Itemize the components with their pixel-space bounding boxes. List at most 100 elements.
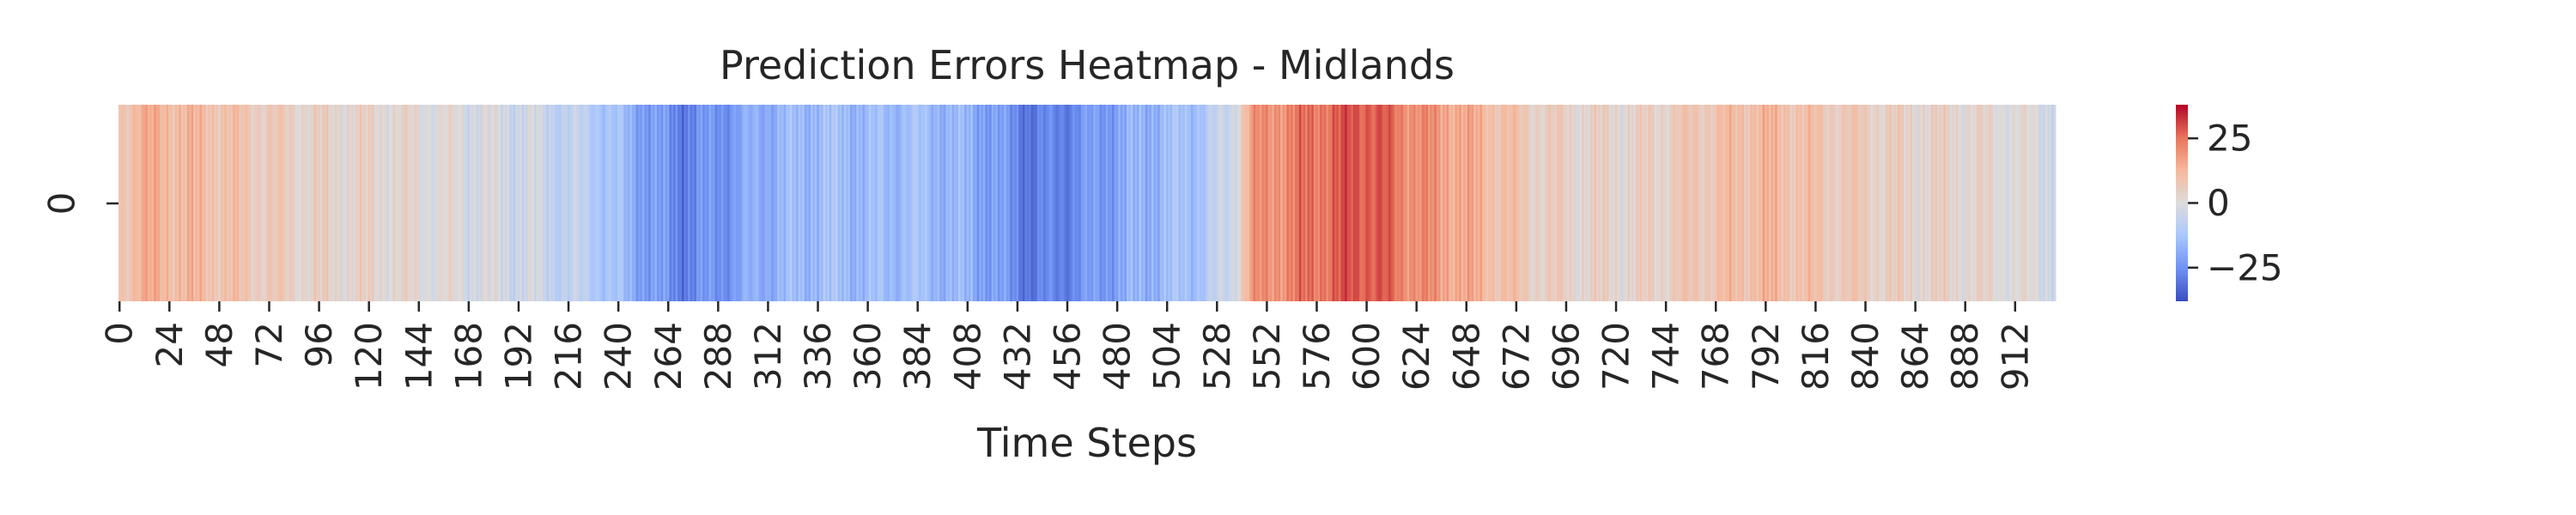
heatmap-cell <box>1305 105 1309 301</box>
heatmap-cell <box>1029 105 1032 301</box>
heatmap-cell <box>445 105 448 301</box>
x-tick-label: 264 <box>647 322 690 391</box>
heatmap-cell <box>1450 105 1454 301</box>
heatmap-cell <box>1704 105 1707 301</box>
heatmap-cell <box>268 105 271 301</box>
heatmap-cell <box>719 105 722 301</box>
heatmap-cell <box>586 105 589 301</box>
heatmap-cell <box>1683 105 1686 301</box>
heatmap-cell <box>492 105 495 301</box>
heatmap-cell <box>1228 105 1231 301</box>
heatmap-cell <box>1945 105 1948 301</box>
heatmap-cell <box>865 105 868 301</box>
heatmap-cell <box>1140 105 1144 301</box>
heatmap-cell <box>1837 105 1840 301</box>
heatmap-cell <box>174 105 178 301</box>
heatmap-cell <box>401 105 404 301</box>
heatmap-cell <box>1662 105 1666 301</box>
heatmap-cell <box>1604 105 1607 301</box>
heatmap-cell <box>1671 105 1674 301</box>
x-tick-label: 864 <box>1894 322 1936 391</box>
heatmap-cell <box>1097 105 1101 301</box>
heatmap-cell <box>1534 105 1537 301</box>
heatmap-cell <box>349 105 352 301</box>
heatmap-cell <box>1546 105 1549 301</box>
heatmap-cell <box>1889 105 1893 301</box>
heatmap-cell <box>1550 105 1553 301</box>
heatmap-cell <box>708 105 712 301</box>
heatmap-cell <box>467 105 471 301</box>
heatmap-cell <box>1880 105 1884 301</box>
heatmap-cell <box>1999 105 2002 301</box>
heatmap-cell <box>943 105 946 301</box>
heatmap-cell <box>1731 105 1735 301</box>
heatmap-cell <box>1642 105 1645 301</box>
heatmap-cell <box>264 105 267 301</box>
heatmap-cell <box>1995 105 1998 301</box>
heatmap-cell <box>1332 105 1335 301</box>
heatmap-cell <box>1733 105 1736 301</box>
heatmap-cell <box>1722 105 1726 301</box>
heatmap-cell <box>461 105 465 301</box>
heatmap-cell <box>717 105 720 301</box>
heatmap-cell <box>1126 105 1130 301</box>
heatmap-cell <box>920 105 924 301</box>
heatmap-cell <box>640 105 643 301</box>
heatmap-cell <box>1251 105 1255 301</box>
heatmap-cell <box>903 105 908 301</box>
heatmap-cell <box>1686 105 1689 301</box>
heatmap-cell <box>1826 105 1830 301</box>
heatmap-cell <box>1789 105 1793 301</box>
heatmap-cell <box>1613 105 1616 301</box>
heatmap-cell <box>1862 105 1865 301</box>
heatmap-cell <box>332 105 336 301</box>
heatmap-cell <box>166 105 169 301</box>
heatmap-cell <box>590 105 593 301</box>
heatmap-cell <box>129 105 132 301</box>
heatmap-cell <box>1286 105 1290 301</box>
heatmap-cell <box>397 105 400 301</box>
heatmap-cell <box>278 105 282 301</box>
heatmap-cell <box>1440 105 1443 301</box>
heatmap-cell <box>1112 105 1115 301</box>
heatmap-cell <box>1253 105 1256 301</box>
heatmap-cell <box>641 105 646 301</box>
heatmap-cell <box>1661 105 1664 301</box>
heatmap-cell <box>521 105 525 301</box>
heatmap-cell <box>1841 105 1844 301</box>
heatmap-cell <box>644 105 647 301</box>
heatmap-cell <box>748 105 751 301</box>
heatmap-cell <box>1263 105 1267 301</box>
heatmap-cell <box>208 105 211 301</box>
heatmap-cell <box>1430 105 1433 301</box>
heatmap-cell <box>739 105 743 301</box>
heatmap-cell <box>1219 105 1223 301</box>
heatmap-cell <box>1898 105 1901 301</box>
heatmap-cell <box>145 105 149 301</box>
heatmap-cell <box>858 105 861 301</box>
heatmap-cell <box>1058 105 1061 301</box>
heatmap-cell <box>432 105 435 301</box>
heatmap-cell <box>1089 105 1092 301</box>
heatmap-cell <box>1747 105 1751 301</box>
heatmap-cell <box>1752 105 1755 301</box>
heatmap-cell <box>1997 105 2001 301</box>
heatmap-cell <box>1033 105 1036 301</box>
heatmap-cell <box>2014 105 2017 301</box>
heatmap-cell <box>835 105 839 301</box>
heatmap-cell <box>1205 105 1208 301</box>
heatmap-cell <box>245 105 248 301</box>
heatmap-cell <box>1567 105 1571 301</box>
heatmap-cell <box>1338 105 1341 301</box>
heatmap-cell <box>1010 105 1013 301</box>
heatmap-cell <box>1066 105 1069 301</box>
heatmap-cell <box>1137 105 1140 301</box>
heatmap-cell <box>2002 105 2005 301</box>
heatmap-cell <box>1259 105 1262 301</box>
heatmap-cell <box>1592 105 1595 301</box>
heatmap-cell <box>1777 105 1780 301</box>
heatmap-cell <box>1610 105 1614 301</box>
heatmap-cell <box>1718 105 1722 301</box>
heatmap-cell <box>1091 105 1094 301</box>
heatmap-cell <box>1415 105 1419 301</box>
